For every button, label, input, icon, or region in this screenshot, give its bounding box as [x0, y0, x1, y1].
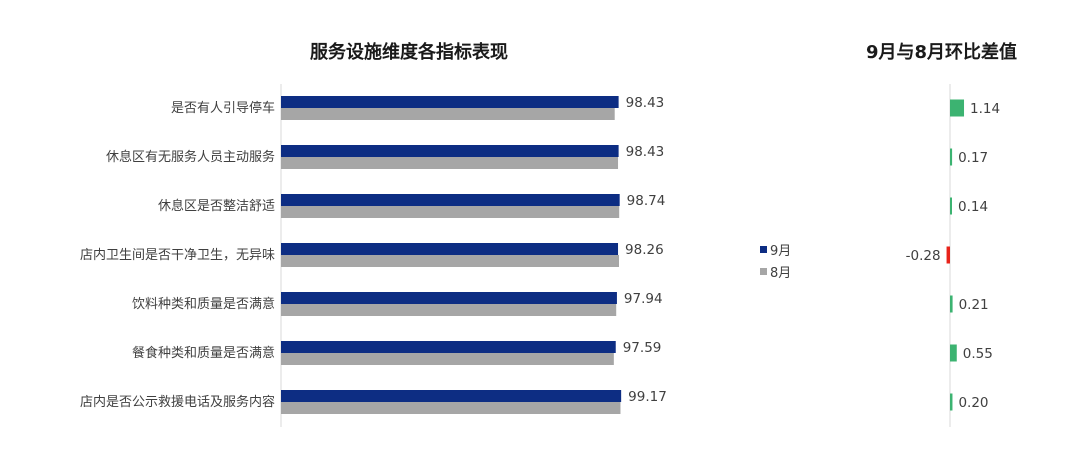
diff-bar-positive [950, 197, 952, 215]
diff-value-label: 0.17 [958, 150, 988, 166]
diff-value-label: 1.14 [970, 101, 1000, 117]
diff-value-label: 0.20 [958, 395, 988, 411]
diff-value-label: 0.55 [963, 346, 993, 362]
legend: 9月 8月 [760, 238, 791, 282]
bar-aug [281, 353, 614, 365]
value-label: 98.43 [626, 144, 665, 160]
bar-sep [281, 292, 617, 304]
main-chart-title: 服务设施维度各指标表现 [310, 42, 508, 63]
legend-swatch-sep [760, 245, 767, 253]
diff-bar-positive [950, 99, 965, 117]
value-label: 98.26 [625, 242, 664, 258]
bar-aug [281, 304, 617, 316]
diff-bar-positive [950, 344, 957, 362]
bar-sep [281, 243, 619, 255]
bar-sep [281, 194, 620, 206]
value-label: 99.17 [628, 389, 667, 405]
bar-sep [281, 390, 622, 402]
diff-chart-title: 9月与8月环比差值 [866, 42, 1018, 63]
legend-label-aug: 8月 [770, 265, 792, 281]
category-label: 是否有人引导停车 [171, 100, 275, 116]
legend-swatch-aug [760, 267, 767, 275]
bar-sep [281, 341, 616, 353]
diff-bar-negative [946, 246, 950, 264]
category-label: 店内卫生间是否干净卫生，无异味 [80, 247, 275, 263]
value-label: 98.74 [627, 193, 666, 209]
bar-aug [281, 255, 619, 267]
diff-bar-positive [950, 295, 953, 313]
category-label: 休息区是否整洁舒适 [158, 198, 275, 214]
bar-sep [281, 145, 619, 157]
legend-label-sep: 9月 [770, 243, 792, 259]
legend-item-sep: 9月 [760, 238, 791, 260]
category-label: 休息区有无服务人员主动服务 [106, 149, 275, 165]
bar-aug [281, 206, 620, 218]
diff-value-label: 0.21 [959, 297, 989, 313]
diff-bar-positive [950, 148, 953, 166]
diff-bar-positive [950, 393, 953, 411]
value-label: 97.59 [623, 340, 662, 356]
bar-sep [281, 96, 619, 108]
category-label: 餐食种类和质量是否满意 [132, 345, 275, 361]
category-label: 店内是否公示救援电话及服务内容 [80, 394, 275, 410]
value-label: 97.94 [624, 291, 663, 307]
bar-aug [281, 157, 619, 169]
value-label: 98.43 [626, 95, 665, 111]
bar-aug [281, 402, 621, 414]
bar-aug [281, 108, 615, 120]
diff-value-label: -0.28 [906, 248, 941, 264]
category-label: 饮料种类和质量是否满意 [132, 296, 275, 312]
legend-item-aug: 8月 [760, 260, 791, 282]
diff-value-label: 0.14 [958, 199, 988, 215]
